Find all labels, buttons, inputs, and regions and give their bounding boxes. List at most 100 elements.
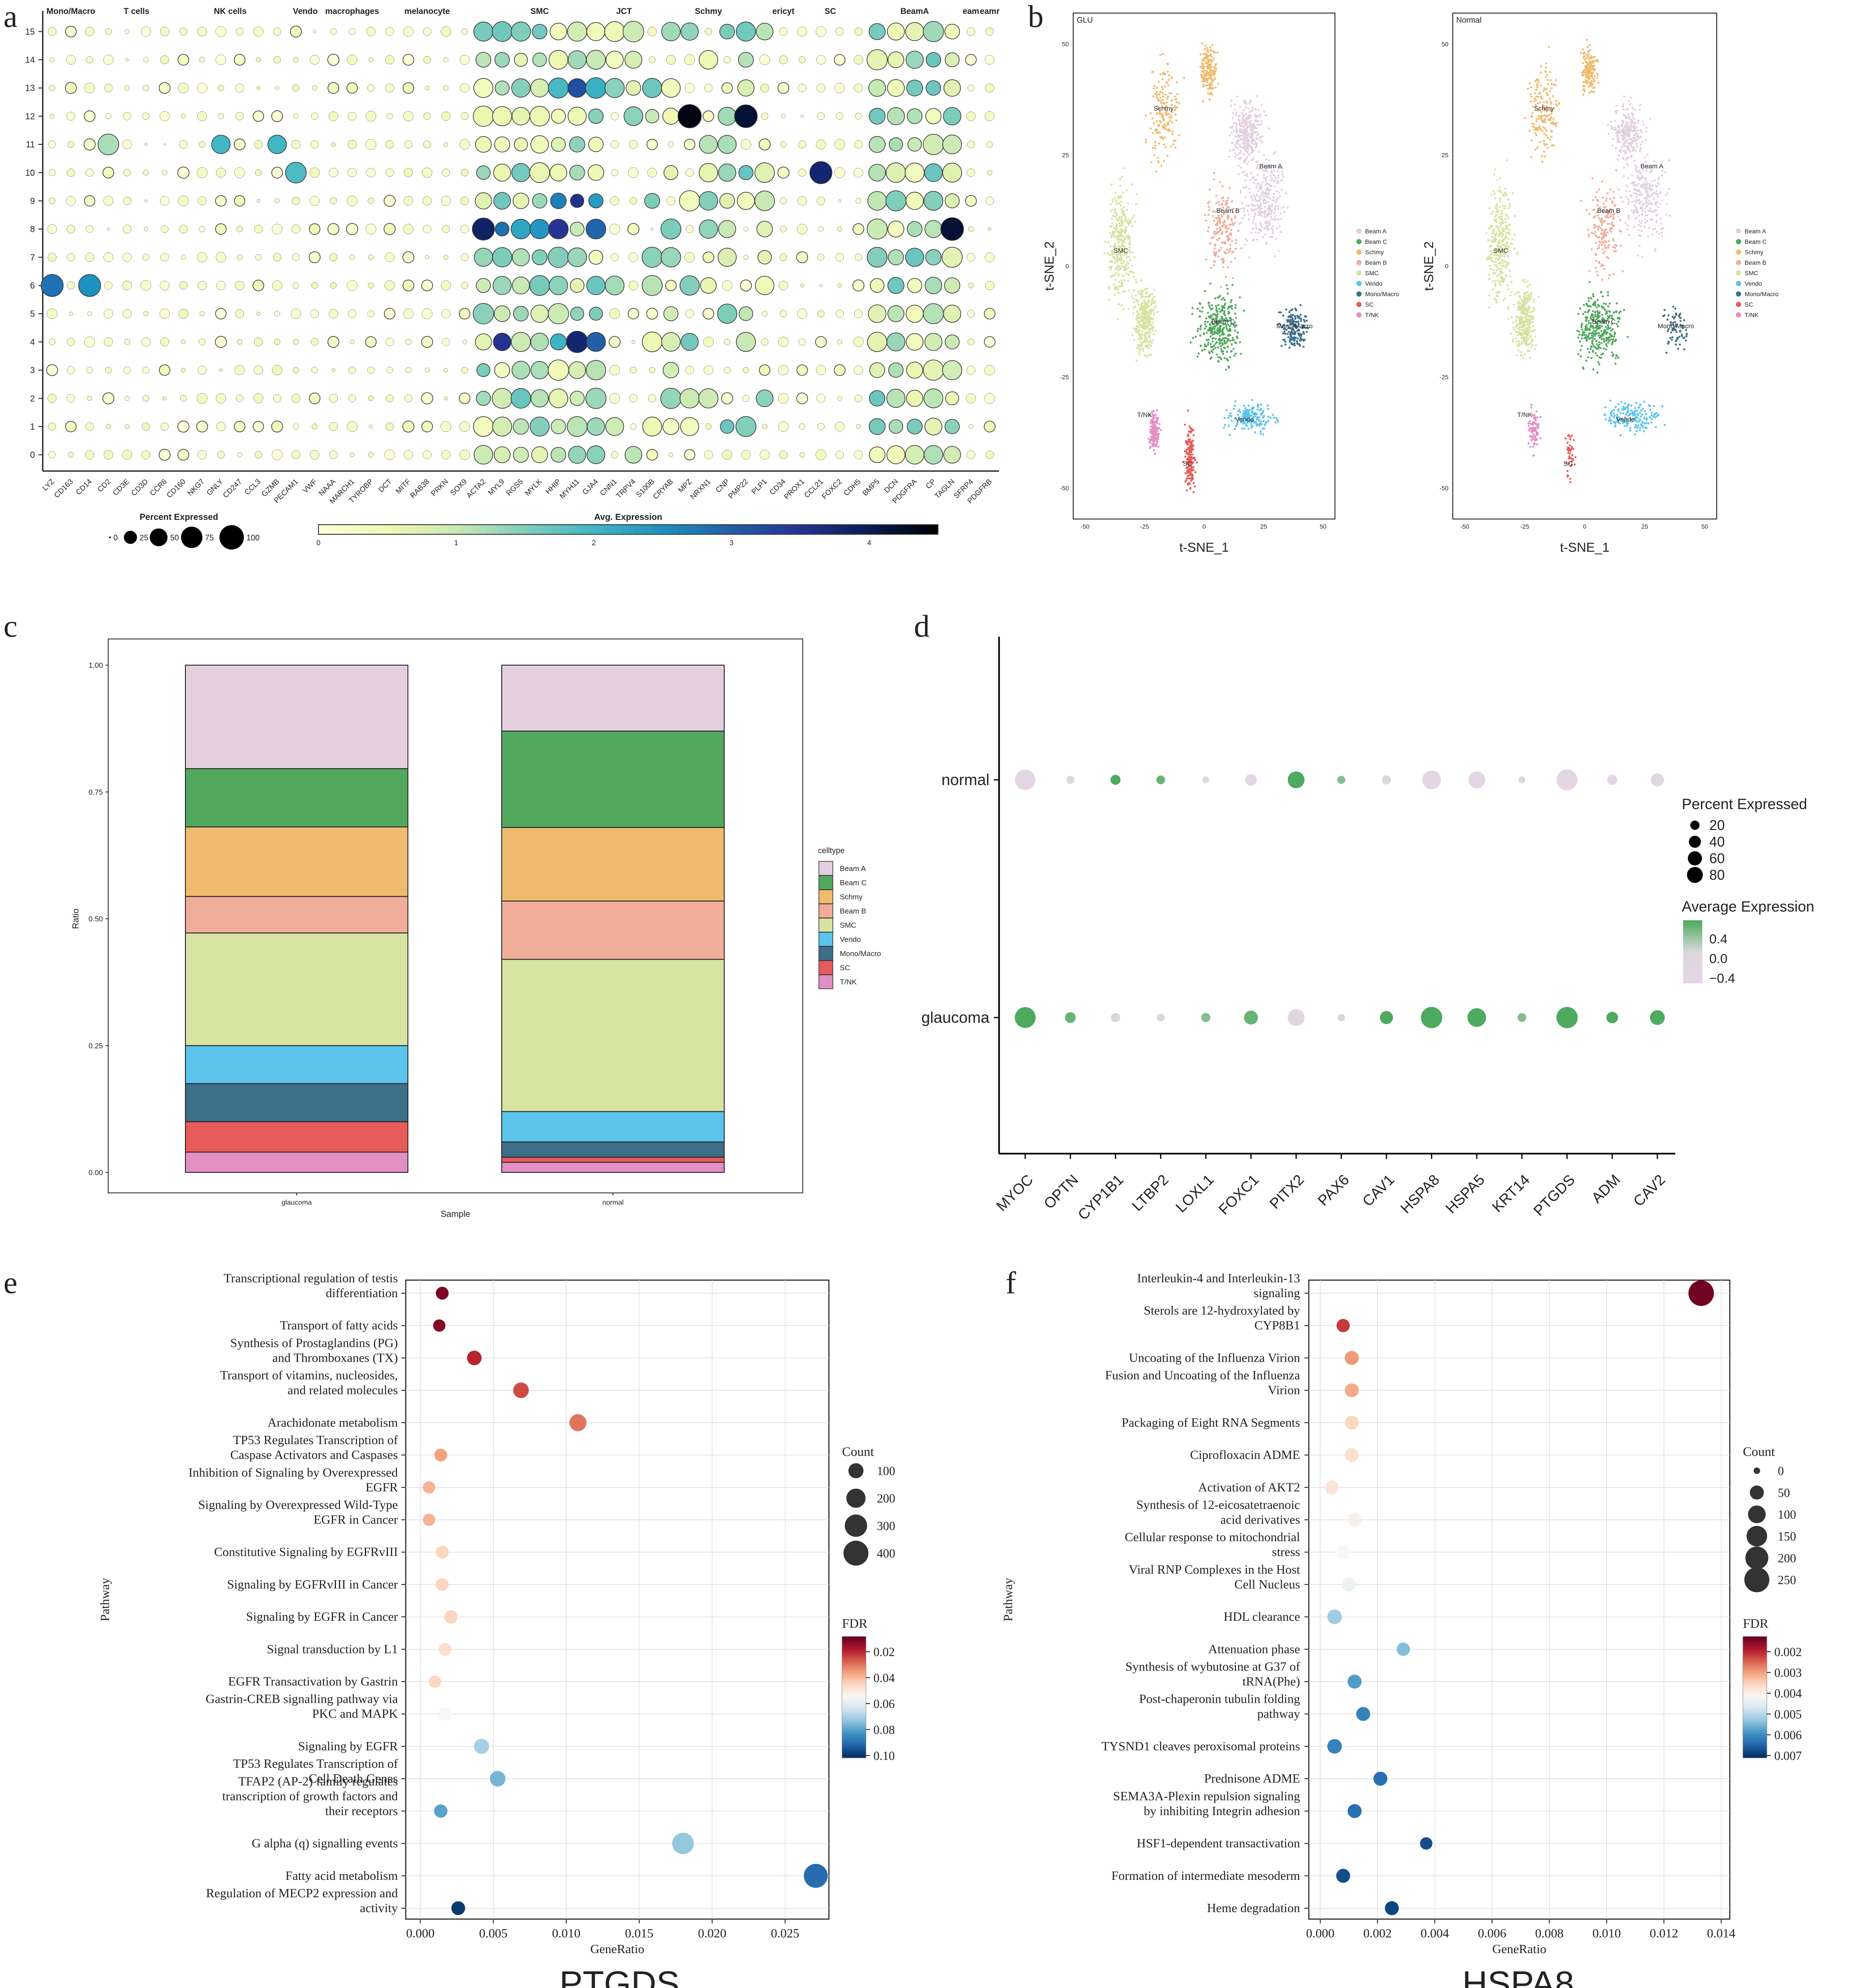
tsne-cell bbox=[1589, 326, 1592, 328]
expression-dot bbox=[441, 196, 451, 206]
tsne-legend-label: Beam B bbox=[1365, 259, 1387, 266]
tsne-cell bbox=[1253, 219, 1255, 221]
expression-dot bbox=[985, 83, 994, 93]
tsne-cell bbox=[1260, 194, 1263, 197]
tsne-cell bbox=[1121, 222, 1124, 224]
tsne-cell bbox=[1214, 211, 1216, 213]
tsne-cell bbox=[1140, 297, 1143, 299]
expression-dot bbox=[67, 366, 75, 374]
tsne-cell bbox=[1264, 205, 1266, 208]
tsne-cell bbox=[1603, 340, 1605, 343]
tsne-cell bbox=[1594, 311, 1596, 313]
tsne-cell bbox=[1221, 233, 1223, 236]
tsne-cell bbox=[1619, 141, 1621, 144]
expression-dot bbox=[476, 363, 490, 377]
tsne-cell bbox=[1154, 417, 1157, 419]
expression-dot bbox=[103, 167, 114, 179]
tsne-cell bbox=[1271, 203, 1273, 206]
tsne-cell bbox=[1212, 74, 1214, 76]
tsne-cell bbox=[1127, 279, 1129, 282]
tsne-cell bbox=[1628, 136, 1630, 139]
tsne-cell bbox=[1183, 77, 1185, 79]
tsne-cell bbox=[1597, 361, 1600, 363]
tsne-cell bbox=[1544, 71, 1547, 73]
tsne-cell bbox=[1219, 181, 1221, 183]
tsne-cell bbox=[1273, 180, 1276, 182]
expression-dot bbox=[511, 107, 530, 126]
tsne-cell bbox=[1235, 247, 1237, 250]
tsne-cell bbox=[1223, 339, 1226, 342]
expression-dot bbox=[329, 168, 338, 178]
tsne-cell bbox=[1134, 294, 1137, 297]
expression-dot bbox=[327, 223, 339, 235]
tsne-cell bbox=[1243, 214, 1246, 216]
expression-dot bbox=[610, 112, 619, 120]
expression-dot bbox=[585, 219, 606, 239]
tsne-cell bbox=[1626, 135, 1629, 137]
tsne-cell bbox=[1156, 105, 1159, 108]
tsne-cell bbox=[1280, 311, 1282, 314]
tsne-cell bbox=[1201, 42, 1204, 44]
tsne-cell bbox=[1654, 248, 1656, 250]
tsne-cell bbox=[1163, 73, 1166, 75]
tsne-cell bbox=[1237, 413, 1239, 416]
tsne-cell bbox=[1660, 222, 1663, 225]
tsne-cell bbox=[1252, 199, 1254, 202]
tsne-cell bbox=[1588, 44, 1591, 46]
tsne-cell bbox=[1615, 302, 1618, 305]
tsne-cell bbox=[1129, 251, 1132, 254]
tsne-cell bbox=[1125, 215, 1127, 218]
expression-dot bbox=[799, 452, 805, 458]
tsne-cell bbox=[1162, 126, 1164, 129]
tsne-cell bbox=[1252, 157, 1255, 159]
tsne-cell bbox=[1232, 112, 1235, 114]
tsne-cell bbox=[1189, 487, 1192, 489]
tsne-cell bbox=[1259, 422, 1262, 424]
expression-dot bbox=[476, 165, 491, 180]
tsne-y-tick: 25 bbox=[1062, 151, 1069, 158]
expression-dot bbox=[66, 55, 76, 65]
tsne-cell bbox=[1579, 340, 1581, 343]
tsne-cell bbox=[1605, 320, 1608, 322]
tsne-cell bbox=[1536, 79, 1538, 81]
tsne-cell bbox=[1227, 218, 1229, 220]
color-legend-swatch bbox=[789, 525, 796, 534]
expression-dot bbox=[385, 140, 394, 149]
color-legend-swatch bbox=[665, 525, 672, 534]
tsne-cell bbox=[1601, 333, 1603, 335]
tsne-cell bbox=[1148, 343, 1150, 346]
tsne-cell bbox=[1624, 116, 1627, 119]
tsne-cell bbox=[1218, 335, 1221, 337]
tsne-cell bbox=[1600, 342, 1602, 345]
panel-b-tsne: GLU-50-50-25-250025255050t-SNE_1t-SNE_2B… bbox=[1042, 13, 1779, 555]
tsne-cell bbox=[1622, 120, 1625, 123]
expression-dot bbox=[704, 365, 713, 375]
expression-dot bbox=[444, 396, 448, 400]
tsne-cell bbox=[1214, 347, 1217, 349]
tsne-cell bbox=[1210, 92, 1212, 94]
tsne-cluster-beama bbox=[1228, 95, 1289, 259]
tsne-cell bbox=[1115, 267, 1118, 270]
tsne-cell bbox=[1229, 244, 1232, 246]
tsne-cell bbox=[1111, 201, 1114, 203]
expression-dot bbox=[368, 57, 373, 62]
tsne-cell bbox=[1128, 246, 1131, 249]
tsne-cell bbox=[1182, 461, 1184, 463]
tsne-cell bbox=[1261, 427, 1264, 430]
expression-dot bbox=[945, 193, 960, 208]
tsne-cell bbox=[1147, 307, 1149, 309]
tsne-cell bbox=[1159, 73, 1162, 76]
expression-dot bbox=[609, 336, 621, 348]
expression-dot bbox=[889, 137, 903, 152]
size-legend-dot bbox=[109, 536, 111, 538]
expression-dot bbox=[85, 27, 95, 36]
tsne-cell bbox=[1166, 122, 1169, 124]
expression-dot bbox=[48, 451, 56, 458]
tsne-cell bbox=[1533, 92, 1536, 95]
tsne-cell bbox=[1153, 443, 1156, 445]
tsne-cell bbox=[1215, 86, 1217, 89]
tsne-cluster-schmy bbox=[1524, 39, 1600, 163]
tsne-cell bbox=[1151, 342, 1153, 345]
tsne-cell bbox=[1651, 233, 1654, 236]
tsne-cell bbox=[1538, 116, 1541, 118]
